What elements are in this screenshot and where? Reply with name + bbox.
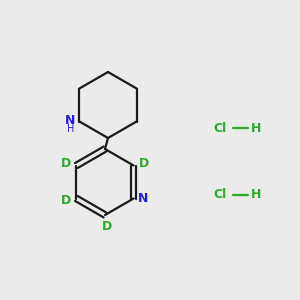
Text: Cl: Cl [213, 122, 226, 134]
Text: H: H [251, 122, 261, 134]
Text: D: D [139, 157, 149, 170]
Text: D: D [102, 220, 112, 232]
Text: D: D [61, 194, 71, 207]
Text: Cl: Cl [213, 188, 226, 202]
Text: H: H [67, 124, 74, 134]
Text: N: N [65, 114, 76, 127]
Text: D: D [61, 157, 71, 170]
Text: N: N [137, 192, 148, 205]
Text: H: H [251, 188, 261, 202]
